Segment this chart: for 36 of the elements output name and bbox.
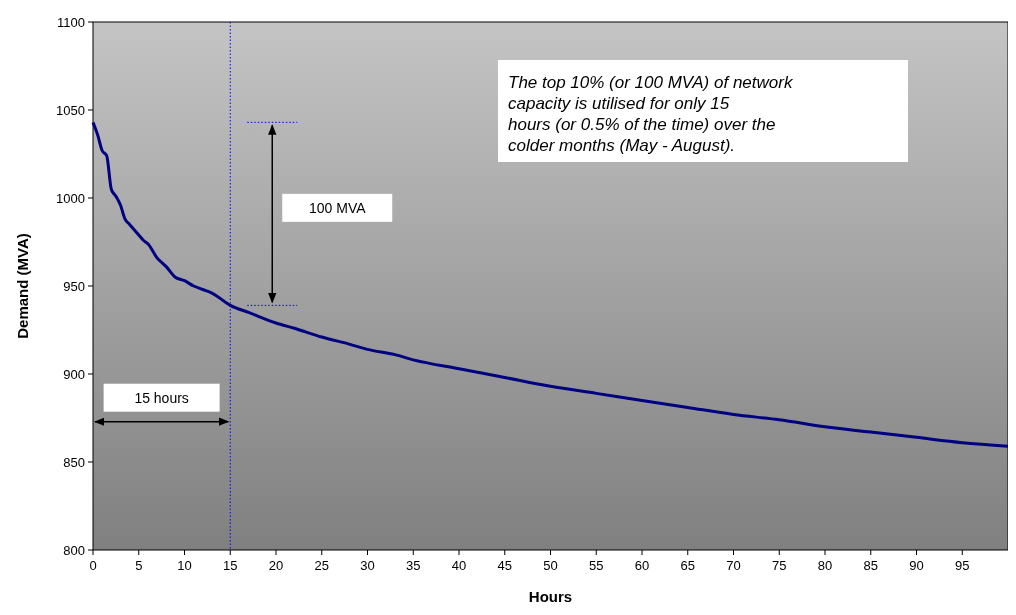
x-axis-title: Hours: [528, 588, 573, 605]
x-tick-label: 10: [177, 558, 192, 573]
label-box: 15 hours: [103, 383, 220, 412]
x-tick-label: 35: [406, 558, 421, 573]
x-tick-label: 40: [451, 558, 467, 573]
label-box: 100 MVA: [282, 193, 393, 222]
x-tick-label: 0: [89, 558, 97, 573]
x-tick-label: 70: [726, 558, 741, 573]
x-tick-label: 60: [634, 558, 650, 573]
x-tick-label: 25: [314, 558, 329, 573]
x-tick-label: 90: [909, 558, 924, 573]
x-tick-label: 50: [543, 558, 558, 573]
x-tick-label: 5: [135, 558, 143, 573]
y-tick-label: 900: [63, 366, 85, 382]
annotation: The top 10% (or 100 MVA) of network capacity is utilised for only 15 hours (or 0.5% of the time) over the colder months (May - August).: [508, 73, 794, 155]
y-tick-label: 800: [63, 542, 85, 558]
x-tick-label: 95: [955, 558, 970, 573]
x-tick-label: 85: [863, 558, 878, 573]
line-series: [91, 120, 1008, 448]
x-tick-label: 45: [497, 558, 512, 573]
x-tick-label: 55: [589, 558, 604, 573]
y-tick-label: 1050: [56, 102, 85, 118]
x-tick-label: 30: [360, 558, 375, 573]
x-tick-label: 20: [268, 558, 284, 573]
y-tick-label: 950: [63, 278, 85, 294]
y-axis-title: Demand (MVA): [14, 233, 31, 339]
annotation: 100 MVA: [308, 199, 367, 216]
x-tick-label: 80: [817, 558, 833, 573]
annotation: 15 hours: [134, 389, 189, 406]
note-box: The top 10% (or 100 MVA) of network capacity is utilised for only 15 hours (or 0.5% of the time) over the colder months (May - August).: [498, 60, 908, 162]
x-tick-label: 75: [772, 558, 787, 573]
y-tick-label: 1100: [57, 14, 85, 30]
x-tick-label: 65: [680, 558, 695, 573]
x-tick-label: 15: [223, 558, 238, 573]
y-tick-label: 850: [63, 454, 85, 470]
y-tick-label: 1000: [56, 190, 85, 206]
